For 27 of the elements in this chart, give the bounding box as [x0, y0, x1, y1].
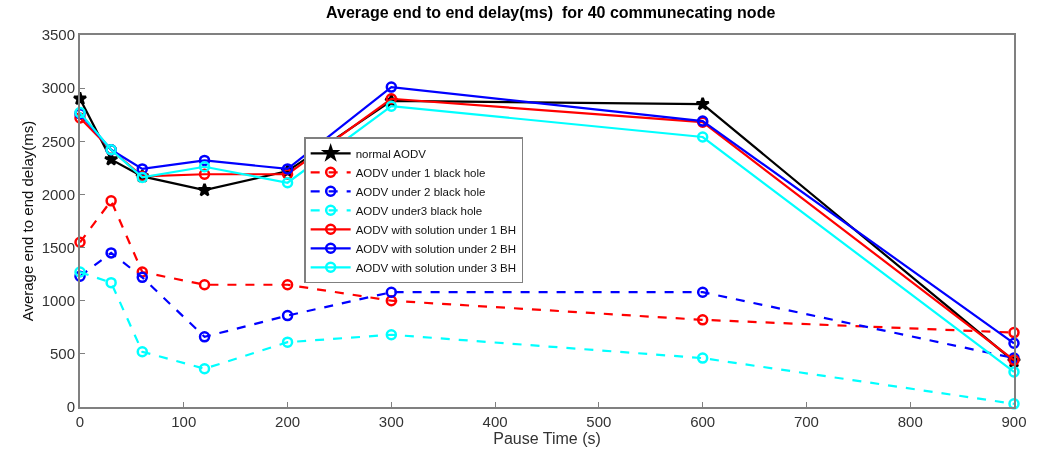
x-tick-label: 700: [793, 413, 819, 430]
chart-title: Average end to end delay(ms) for 40 communecating node: [326, 4, 776, 22]
legend-label: AODV under 2 black hole: [355, 185, 486, 198]
x-tick-label: 800: [897, 413, 923, 430]
y-tick-label: 3000: [41, 79, 75, 97]
legend-label: AODV with solution under 1 BH: [355, 223, 517, 236]
y-tick-label: 2500: [41, 132, 75, 150]
x-tick-label: 400: [482, 413, 508, 430]
legend-label: AODV with solution under 2 BH: [355, 242, 517, 255]
legend-label: AODV with solution under 3 BH: [355, 261, 517, 274]
x-tick-label: 100: [171, 413, 197, 430]
x-axis-title: Pause Time (s): [493, 430, 601, 447]
x-tick-label: 500: [586, 413, 612, 430]
y-tick-label: 3500: [41, 26, 75, 44]
y-tick-label: 1500: [41, 238, 75, 256]
y-axis-title: Average end to end delay(ms): [19, 120, 37, 322]
y-tick-label: 0: [66, 398, 75, 416]
x-tick-label: 600: [690, 413, 716, 430]
x-tick-label: 900: [1001, 413, 1027, 430]
legend-label: normal AODV: [355, 147, 427, 160]
y-tick-label: 2000: [41, 185, 75, 203]
legend-label: AODV under3 black hole: [355, 204, 483, 217]
y-tick-label: 1000: [41, 291, 75, 309]
x-tick-label: 200: [275, 413, 301, 430]
x-tick-label: 300: [378, 413, 404, 430]
legend-label: AODV under 1 black hole: [355, 166, 486, 179]
y-tick-label: 500: [49, 345, 75, 363]
